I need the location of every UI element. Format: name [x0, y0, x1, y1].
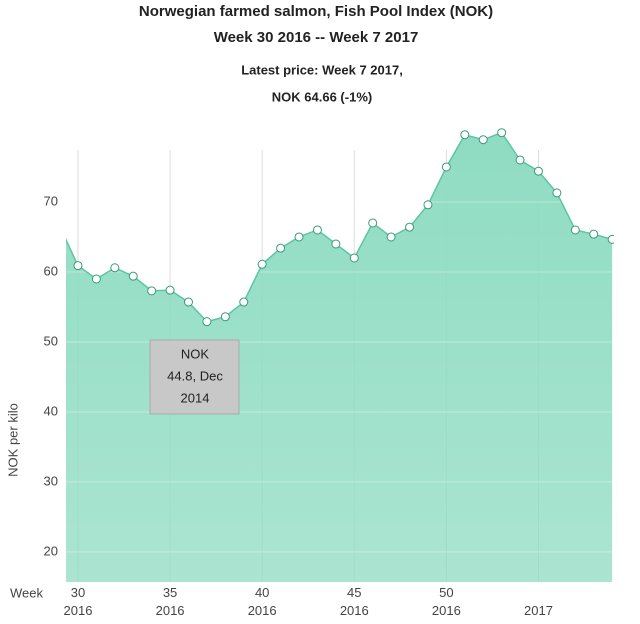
point [239, 297, 249, 307]
y-tick-label: 40 [44, 403, 58, 418]
point [441, 162, 451, 172]
tooltip-text: NOK [181, 346, 210, 361]
y-tick-label: 70 [44, 193, 58, 208]
point [386, 232, 396, 242]
chart-title: Norwegian farmed salmon, Fish Pool Index… [139, 3, 493, 20]
y-tick-label: 50 [44, 333, 58, 348]
point [183, 297, 193, 307]
point [73, 261, 83, 271]
annotation: NOK 64.66 (-1%) [272, 89, 372, 104]
point [607, 234, 614, 244]
x-tick-label: 30 2016 [64, 585, 93, 618]
y-tick-label: 60 [44, 263, 58, 278]
point [349, 253, 359, 263]
x-tick-label: 35 2016 [156, 585, 185, 618]
point [294, 232, 304, 242]
point [220, 312, 230, 322]
tooltip-text: 44.8, Dec [167, 368, 223, 383]
point [56, 222, 64, 230]
point [533, 166, 543, 176]
point [147, 286, 157, 296]
point [331, 239, 341, 249]
point [478, 135, 488, 145]
y-axis-label: NOK per kilo [5, 403, 20, 477]
point [312, 225, 322, 235]
tooltip: NOK 44.8, Dec 2014 [149, 339, 240, 415]
y-tick-label: 20 [44, 543, 58, 558]
point [497, 128, 507, 138]
point [405, 222, 415, 232]
point [589, 229, 599, 239]
point [91, 274, 101, 284]
point [110, 263, 120, 273]
point [368, 218, 378, 228]
point [515, 155, 525, 165]
point [460, 130, 470, 140]
x-tick-label: 50 2016 [432, 585, 461, 618]
point [552, 188, 562, 198]
point [257, 259, 267, 269]
point [423, 200, 433, 210]
chart-subtitle: Week 30 2016 -- Week 7 2017 [214, 29, 419, 46]
annotation: Latest price: Week 7 2017, [241, 62, 403, 77]
y-tick-label: 30 [44, 473, 58, 488]
x-tick-label: 40 2016 [248, 585, 277, 618]
tooltip-box [149, 339, 240, 415]
tooltip-text: 2014 [181, 390, 210, 405]
x-tick-label: 45 2016 [340, 585, 369, 618]
point [276, 243, 286, 253]
point [128, 271, 138, 281]
point [202, 317, 212, 327]
area [66, 132, 613, 582]
point [165, 285, 175, 295]
point [570, 225, 580, 235]
x-tick-label: 2017 [524, 603, 553, 618]
x-axis-label: Week [10, 585, 43, 600]
